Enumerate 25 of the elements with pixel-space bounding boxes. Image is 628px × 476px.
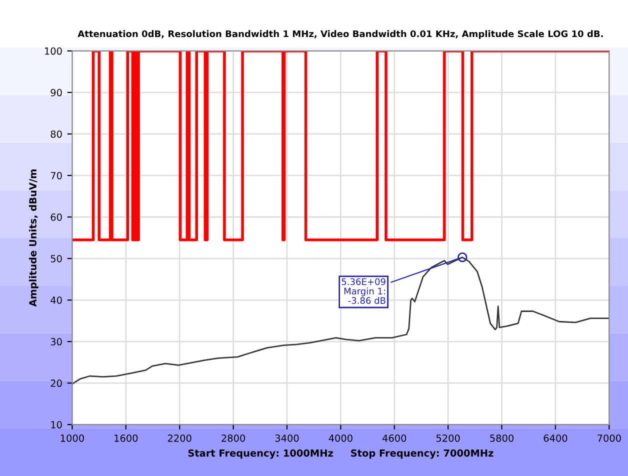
y-tick-label: 40 <box>50 296 62 304</box>
y-tick-label: 10 <box>51 421 62 428</box>
x-tick-label: 5200 <box>436 434 460 442</box>
y-tick-label: 80 <box>50 130 62 138</box>
y-tick-label: 70 <box>50 172 62 180</box>
x-tick-label: 4600 <box>382 434 406 442</box>
x-tick-label: 1600 <box>114 434 138 442</box>
y-tick-label: 50 <box>50 255 62 262</box>
y-axis-title: Amplitude Units, dBuV/m <box>28 170 38 307</box>
x-tick-label: 3400 <box>275 434 299 442</box>
x-tick-label: 1000 <box>60 434 84 442</box>
y-tick-label: 90 <box>50 88 62 96</box>
x-tick-label: 6400 <box>544 434 568 442</box>
x-tick-label: 2800 <box>222 434 246 442</box>
annotation: 5.36E+09 Margin 1: -3.86 dB <box>342 278 386 304</box>
x-tick-label: 2200 <box>168 434 192 442</box>
chart-title: Attenuation 0dB, Resolution Bandwidth 1 MHz, Video Bandwidth 0.01 KHz, Amplitude Scale LOG 10 dB. <box>78 30 603 39</box>
y-tick-label: 100 <box>45 47 62 55</box>
x-axis-title: Start Frequency: 1000MHz Stop Frequency: 7000MHz <box>188 449 494 459</box>
x-tick-label: 4000 <box>328 434 352 442</box>
y-tick-label: 60 <box>50 213 62 221</box>
x-tick-label: 7000 <box>598 434 621 442</box>
y-tick-label: 20 <box>50 380 62 387</box>
y-tick-label: 30 <box>50 338 62 346</box>
x-tick-label: 5800 <box>490 434 514 442</box>
